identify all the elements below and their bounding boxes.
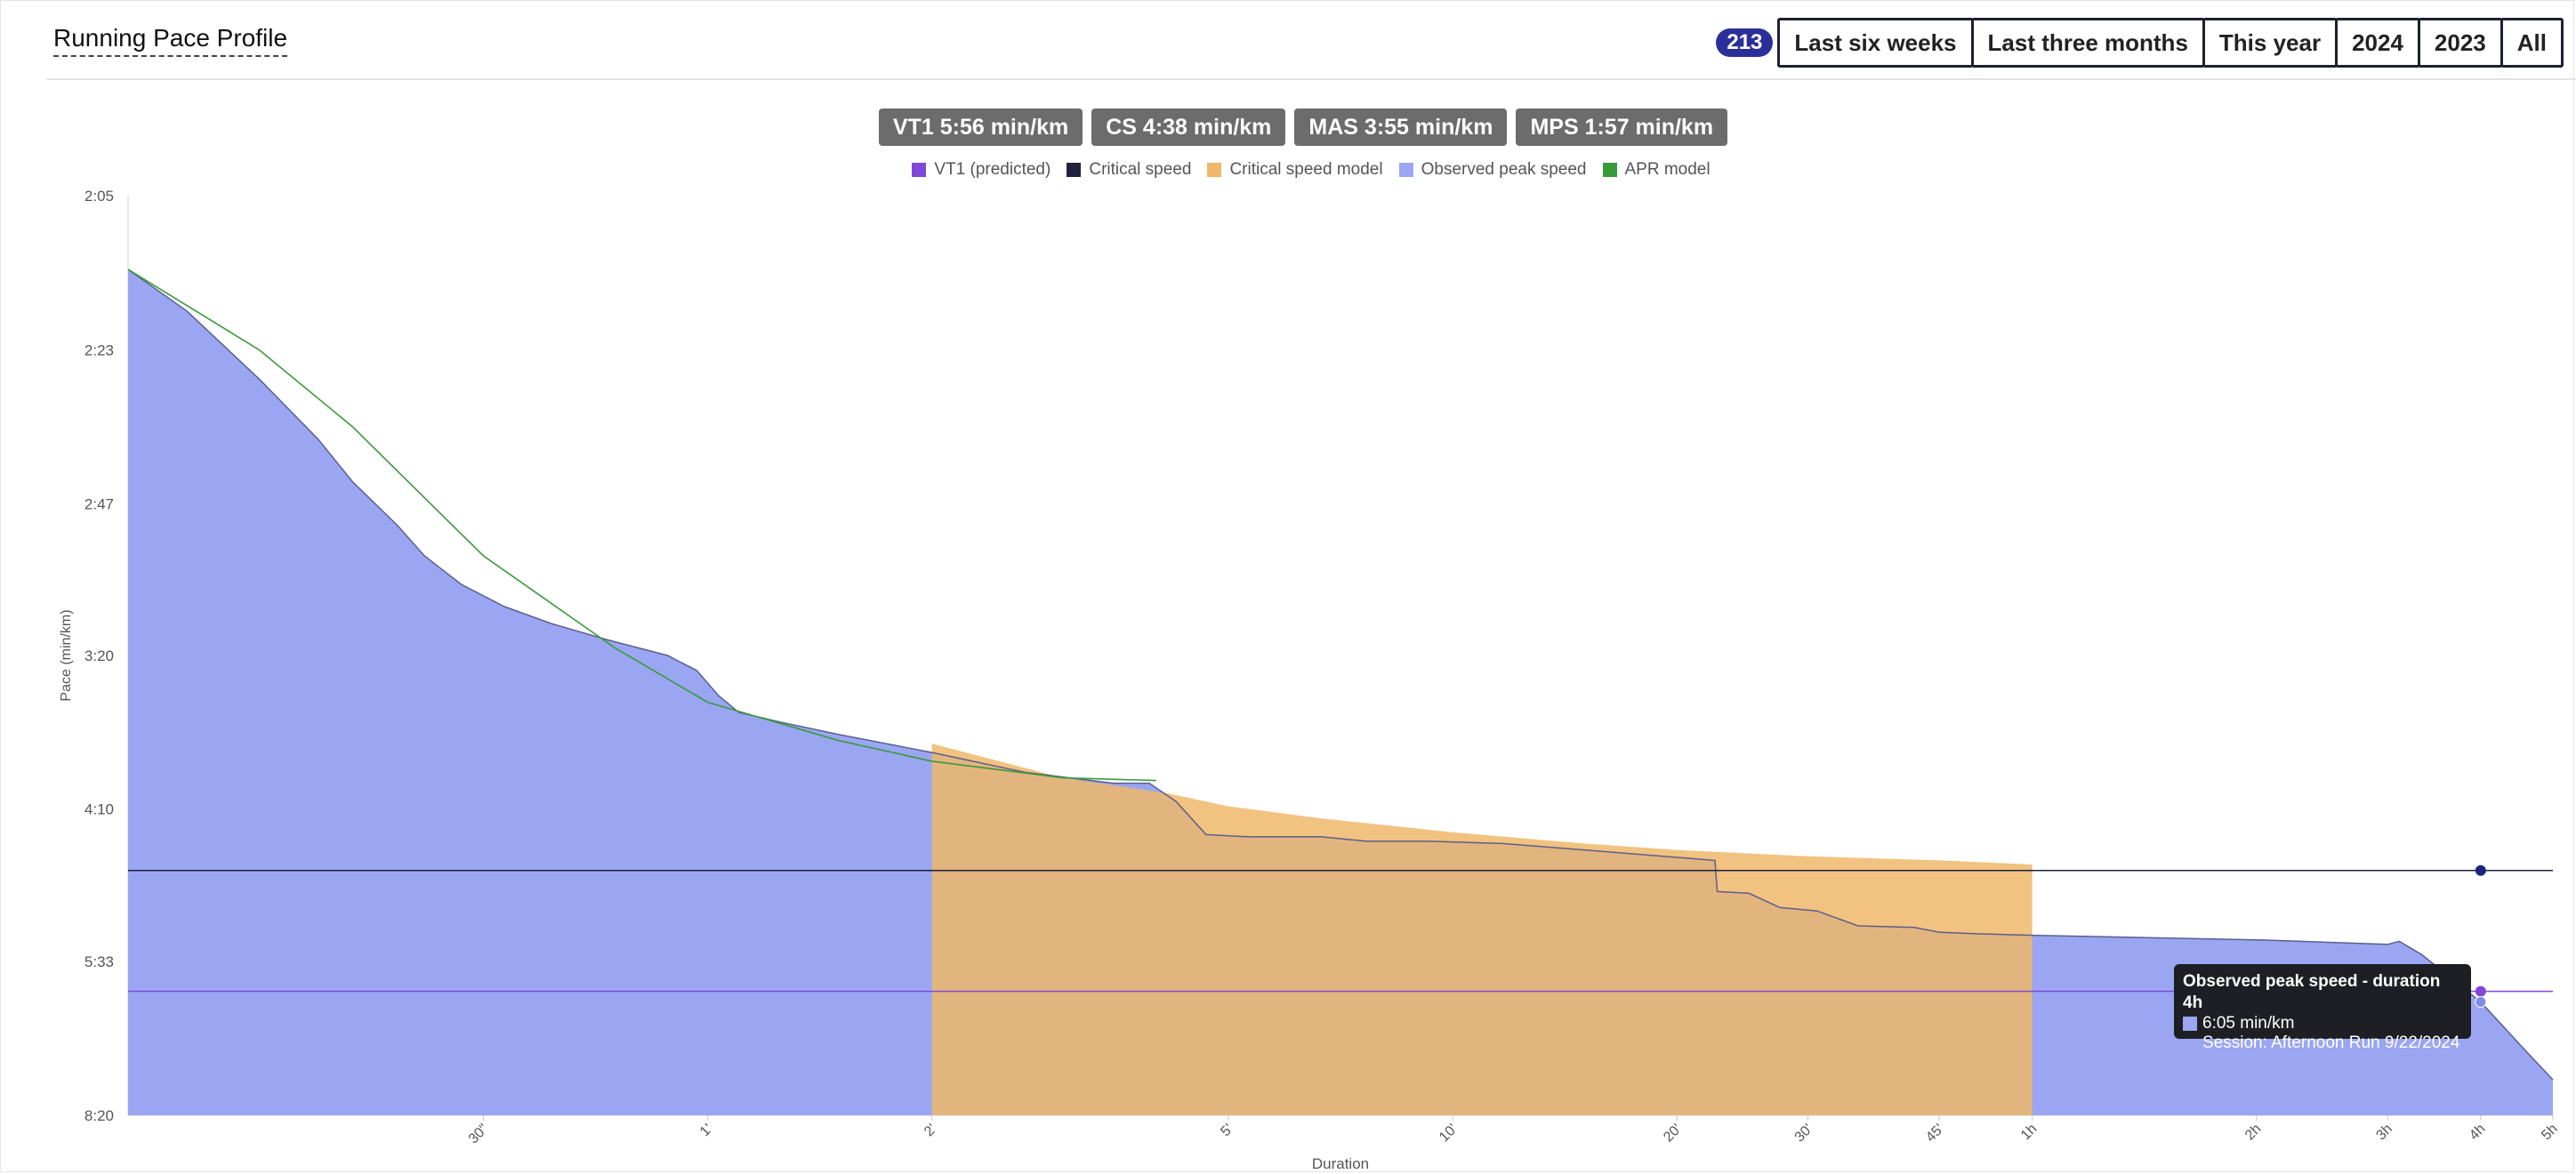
x-tick-label: 30' bbox=[1792, 1122, 1816, 1146]
legend-swatch bbox=[1602, 163, 1617, 177]
legend-item-observed[interactable]: Observed peak speed bbox=[1398, 160, 1587, 180]
critical-speed-model-area bbox=[931, 744, 2033, 1115]
x-tick-label: 45' bbox=[1923, 1122, 1947, 1146]
y-tick-label: 4:10 bbox=[85, 800, 114, 817]
y-tick-label: 3:20 bbox=[85, 647, 114, 664]
apr-model-line bbox=[127, 269, 1156, 782]
legend-label: Observed peak speed bbox=[1421, 160, 1587, 179]
legend-item-critical-speed[interactable]: Critical speed bbox=[1067, 160, 1191, 180]
tooltip-swatch bbox=[2183, 1017, 2197, 1031]
range-button-last-six-weeks[interactable]: Last six weeks bbox=[1777, 18, 1974, 68]
legend-swatch bbox=[1067, 163, 1082, 177]
critical-speed-marker bbox=[2475, 864, 2486, 876]
x-tick-label: 30" bbox=[466, 1122, 492, 1147]
chart-legend: VT1 (predicted) Critical speed Critical … bbox=[0, 160, 2576, 180]
x-axis-title: Duration bbox=[1312, 1155, 1369, 1172]
x-tick-label: 4h bbox=[2467, 1122, 2489, 1144]
metric-pills: VT1 5:56 min/km CS 4:38 min/km MAS 3:55 … bbox=[0, 109, 2576, 146]
observed-peak-speed-area bbox=[128, 269, 2553, 1115]
y-tick-label: 5:33 bbox=[85, 953, 114, 970]
header: Running Pace Profile 213 Last six weeks … bbox=[46, 0, 2576, 80]
legend-item-apr[interactable]: APR model bbox=[1602, 160, 1711, 180]
observed-peak-speed-line bbox=[127, 269, 2554, 1081]
legend-label: Critical speed bbox=[1089, 160, 1192, 179]
legend-swatch bbox=[1398, 163, 1413, 177]
tooltip-value: 6:05 min/km bbox=[2202, 1014, 2295, 1033]
legend-swatch bbox=[912, 163, 927, 177]
vt1-marker bbox=[2475, 985, 2486, 997]
y-axis-title: Pace (min/km) bbox=[59, 609, 74, 701]
range-filter: 213 Last six weeks Last three months Thi… bbox=[1716, 18, 2564, 68]
legend-label: VT1 (predicted) bbox=[934, 160, 1051, 179]
x-tick-label: 2h bbox=[2242, 1122, 2265, 1144]
metric-pill-cs: CS 4:38 min/km bbox=[1091, 109, 1286, 146]
legend-label: APR model bbox=[1624, 160, 1711, 179]
range-button-2023[interactable]: 2023 bbox=[2417, 18, 2503, 68]
x-tick-label: 20' bbox=[1661, 1122, 1685, 1146]
legend-item-cs-model[interactable]: Critical speed model bbox=[1207, 160, 1383, 180]
legend-label: Critical speed model bbox=[1229, 160, 1383, 179]
legend-swatch bbox=[1207, 163, 1222, 177]
range-button-this-year[interactable]: This year bbox=[2202, 18, 2339, 68]
page-title[interactable]: Running Pace Profile bbox=[53, 23, 288, 57]
tooltip-session: Session: Afternoon Run 9/22/2024 bbox=[2202, 1033, 2460, 1052]
metric-pill-mas: MAS 3:55 min/km bbox=[1294, 109, 1508, 146]
metric-pill-vt1: VT1 5:56 min/km bbox=[878, 109, 1083, 146]
x-tick-label: 1h bbox=[2018, 1122, 2041, 1144]
y-tick-label: 2:05 bbox=[85, 188, 114, 205]
x-tick-label: 5h bbox=[2539, 1122, 2561, 1144]
x-tick-label: 1' bbox=[697, 1122, 715, 1139]
activity-count-badge: 213 bbox=[1716, 28, 1774, 57]
observed-hover-marker bbox=[2475, 996, 2487, 1009]
y-tick-label: 8:20 bbox=[85, 1107, 114, 1124]
y-tick-label: 2:47 bbox=[85, 496, 114, 513]
x-tick-label: 3h bbox=[2373, 1122, 2395, 1144]
x-tick-label: 2' bbox=[922, 1122, 939, 1139]
x-tick-label: 10' bbox=[1437, 1122, 1461, 1146]
tooltip-title: Observed peak speed - duration 4h bbox=[2183, 972, 2441, 1012]
metric-pill-mps: MPS 1:57 min/km bbox=[1516, 109, 1728, 146]
chart-tooltip: Observed peak speed - duration 4h 6:05 m… bbox=[2174, 964, 2471, 1052]
legend-item-vt1[interactable]: VT1 (predicted) bbox=[912, 160, 1051, 180]
x-tick-label: 5' bbox=[1218, 1122, 1236, 1139]
range-button-all[interactable]: All bbox=[2500, 18, 2564, 68]
y-tick-label: 2:23 bbox=[85, 342, 114, 359]
